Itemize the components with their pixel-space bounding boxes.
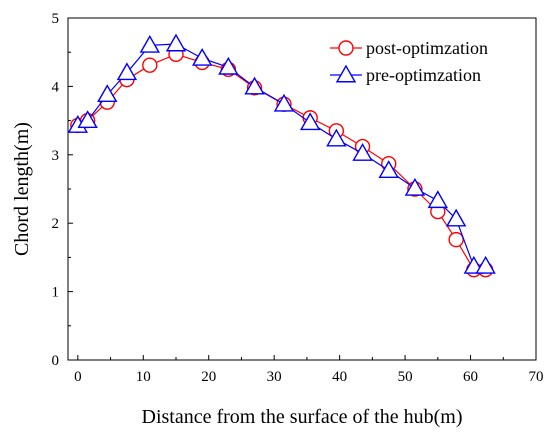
y-tick-label: 1 — [52, 285, 60, 301]
x-tick-label: 30 — [267, 369, 282, 385]
y-tick-label: 4 — [52, 79, 60, 95]
data-point — [445, 208, 467, 227]
data-point — [378, 160, 399, 178]
legend-entry-1: post-optimzation — [330, 38, 488, 58]
data-point — [191, 47, 213, 66]
x-axis-title: Distance from the surface of the hub(m) — [142, 406, 463, 428]
legend-entry-2: pre-optimzation — [330, 64, 481, 85]
data-point — [165, 33, 187, 52]
y-axis: 0 1 2 3 4 5 — [52, 11, 73, 369]
legend-marker — [335, 64, 357, 83]
x-tick-label: 60 — [463, 369, 478, 385]
series-line — [77, 53, 486, 271]
data-point — [352, 143, 373, 161]
data-point — [139, 34, 161, 53]
legend-marker — [338, 40, 354, 56]
x-tick-label: 50 — [398, 369, 413, 385]
y-tick-label: 0 — [52, 353, 60, 369]
data-point — [218, 56, 239, 75]
data-point — [404, 177, 426, 196]
y-tick-label: 2 — [52, 216, 60, 232]
x-tick-label: 20 — [201, 369, 216, 385]
data-point — [142, 57, 158, 73]
data-point — [475, 255, 496, 274]
data-point — [244, 76, 265, 95]
x-tick-label: 70 — [529, 369, 544, 385]
data-point — [326, 128, 347, 147]
x-tick-label: 10 — [136, 369, 151, 385]
data-point — [97, 84, 118, 103]
data-point — [299, 112, 321, 131]
x-axis: 0 10 20 30 40 50 60 70 — [74, 355, 544, 385]
x-tick-label: 40 — [332, 369, 347, 385]
y-tick-label: 5 — [52, 11, 60, 27]
series-layer — [67, 33, 496, 278]
data-point — [273, 93, 295, 112]
y-tick-label: 3 — [52, 148, 60, 164]
legend-label: post-optimzation — [366, 38, 488, 58]
x-tick-label: 0 — [74, 369, 82, 385]
series-2 — [67, 33, 496, 274]
data-point — [427, 190, 449, 209]
legend: post-optimzation pre-optimzation — [330, 38, 488, 85]
y-axis-title: Chord length(m) — [11, 122, 33, 256]
data-point — [116, 62, 138, 81]
legend-label: pre-optimzation — [366, 65, 481, 85]
data-point — [448, 231, 464, 248]
data-point — [77, 110, 98, 129]
